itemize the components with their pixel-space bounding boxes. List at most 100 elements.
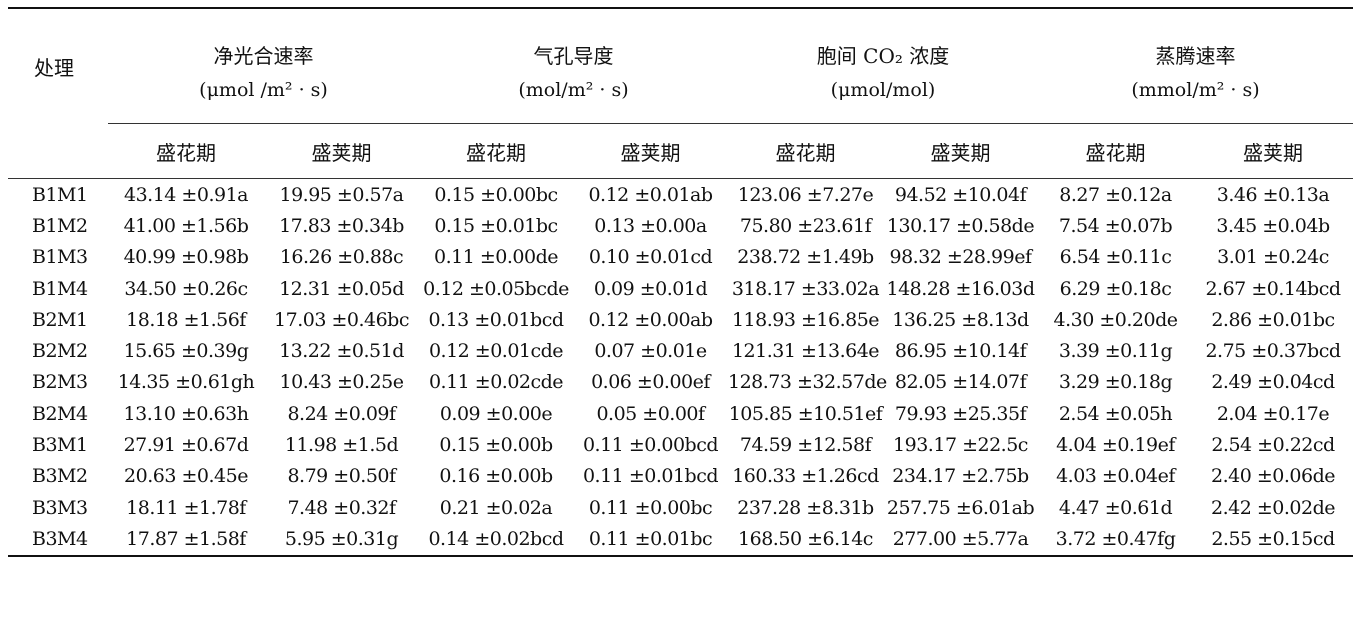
table-cell: 14.35 ±0.61gh [117,371,255,394]
table-cell: 277.00 ±5.77a [892,527,1029,550]
table-cell: 41.00 ±1.56b [123,214,249,237]
table-cell: 0.11 ±0.01bcd [582,465,719,488]
table-cell: 4.03 ±0.04ef [1056,465,1175,488]
table-cell: 3.45 ±0.04b [1216,214,1330,237]
table-cell: 168.50 ±6.14c [738,527,873,550]
table-row: B2M2 15.65 ±0.39g 13.22 ±0.51d 0.12 ±0.01cd… [8,335,1353,366]
table-cell: 34.50 ±0.26c [124,277,248,300]
table-cell: 0.11 ±0.02cde [428,371,564,394]
row-label: B2M4 [32,402,88,425]
row-label: B2M1 [32,308,88,331]
table-cell: 74.59 ±12.58f [739,434,872,457]
group-unit-transpiration-rate: (mmol/m² · s) [1038,77,1353,124]
table-cell: 6.29 ±0.18c [1059,277,1172,300]
table-cell: 2.54 ±0.05h [1058,402,1173,425]
table-cell: 0.06 ±0.00ef [591,371,710,394]
table-row: B3M4 17.87 ±1.58f 5.95 ±0.31g 0.14 ±0.02bcd… [8,523,1353,556]
table-cell: 0.15 ±0.01bc [434,214,558,237]
table-cell: 82.05 ±14.07f [894,371,1027,394]
table-cell: 2.86 ±0.01bc [1211,308,1335,331]
table-cell: 15.65 ±0.39g [123,340,249,363]
table-cell: 123.06 ±7.27e [737,183,874,206]
table-cell: 3.72 ±0.47fg [1055,527,1176,550]
table-row: B2M1 18.18 ±1.56f 17.03 ±0.46bc 0.13 ±0.01b… [8,304,1353,335]
table-cell: 86.95 ±10.14f [894,340,1027,363]
group-unit-net-photosynthesis: (μmol /m² · s) [108,77,419,124]
table-cell: 13.22 ±0.51d [279,340,404,363]
table-cell: 0.09 ±0.01d [593,277,708,300]
table-cell: 40.99 ±0.98b [123,246,249,269]
table-cell: 0.05 ±0.00f [596,402,705,425]
sub-header: 盛花期 [1085,140,1146,165]
table-cell: 16.26 ±0.88c [279,246,404,269]
table-cell: 136.25 ±8.13d [892,308,1029,331]
table-cell: 19.95 ±0.57a [279,183,405,206]
table-row: B3M3 18.11 ±1.78f 7.48 ±0.32f 0.21 ±0.02a 0.… [8,492,1353,523]
table-cell: 2.49 ±0.04cd [1211,371,1335,394]
table-cell: 0.15 ±0.00bc [434,183,558,206]
data-table-container: 处理 净光合速率 气孔导度 胞间 CO₂ 浓度 蒸腾速率 (μmol /m² ·… [8,7,1353,557]
table-cell: 79.93 ±25.35f [894,402,1027,425]
row-label: B2M2 [32,340,88,363]
row-label: B1M2 [32,214,88,237]
group-title-net-photosynthesis: 净光合速率 [213,44,314,68]
table-cell: 2.04 ±0.17e [1216,402,1330,425]
group-title-intercellular-co2: 胞间 CO₂ 浓度 [816,44,950,68]
sub-header: 盛花期 [466,140,526,165]
row-label: B1M4 [32,277,88,300]
row-label: B3M4 [32,527,88,550]
table-cell: 0.11 ±0.00bcd [582,434,719,457]
table-cell: 0.07 ±0.01e [594,340,707,363]
table-cell: 0.13 ±0.01bcd [428,308,564,331]
table-body: B1M1 43.14 ±0.91a 19.95 ±0.57a 0.15 ±0.00bc… [8,179,1353,556]
table-cell: 3.46 ±0.13a [1216,183,1330,206]
table-cell: 10.43 ±0.25e [279,371,404,394]
row-label: B3M3 [32,496,88,519]
photosynthesis-table: 处理 净光合速率 气孔导度 胞间 CO₂ 浓度 蒸腾速率 (μmol /m² ·… [8,7,1353,557]
table-cell: 0.12 ±0.01ab [588,183,713,206]
table-cell: 0.11 ±0.00bc [588,496,713,519]
table-cell: 4.30 ±0.20de [1053,308,1178,331]
table-cell: 2.54 ±0.22cd [1211,434,1335,457]
table-cell: 3.01 ±0.24c [1217,246,1329,269]
row-label: B1M1 [32,183,88,206]
table-cell: 0.09 ±0.00e [439,402,553,425]
table-cell: 237.28 ±8.31b [737,496,874,519]
table-cell: 18.11 ±1.78f [126,496,246,519]
table-cell: 2.55 ±0.15cd [1211,527,1335,550]
table-cell: 3.29 ±0.18g [1058,371,1173,394]
table-row: B2M3 14.35 ±0.61gh 10.43 ±0.25e 0.11 ±0.02c… [8,367,1353,398]
table-cell: 98.32 ±28.99ef [889,246,1032,269]
table-cell: 2.67 ±0.14bcd [1205,277,1341,300]
table-row: B1M4 34.50 ±0.26c 12.31 ±0.05d 0.12 ±0.05bc… [8,273,1353,304]
sub-header: 盛荚期 [1243,140,1303,165]
table-cell: 0.14 ±0.02bcd [428,527,564,550]
table-cell: 0.12 ±0.01cde [428,340,564,363]
table-cell: 0.12 ±0.05bcde [423,277,569,300]
table-cell: 130.17 ±0.58de [886,214,1035,237]
table-cell: 0.15 ±0.00b [439,434,553,457]
treatment-header: 处理 [34,55,74,80]
table-cell: 7.54 ±0.07b [1058,214,1173,237]
table-cell: 94.52 ±10.04f [894,183,1027,206]
table-cell: 7.48 ±0.32f [287,496,396,519]
table-row: B1M3 40.99 ±0.98b 16.26 ±0.88c 0.11 ±0.00de… [8,242,1353,273]
table-cell: 128.73 ±32.57de [728,371,887,394]
row-label: B1M3 [32,246,88,269]
table-cell: 0.12 ±0.00ab [588,308,713,331]
table-cell: 2.75 ±0.37bcd [1205,340,1341,363]
table-cell: 0.10 ±0.01cd [588,246,713,269]
table-cell: 2.40 ±0.06de [1211,465,1335,488]
table-cell: 17.87 ±1.58f [126,527,246,550]
table-cell: 234.17 ±2.75b [892,465,1029,488]
row-label: B2M3 [32,371,88,394]
table-cell: 118.93 ±16.85e [731,308,880,331]
table-cell: 105.85 ±10.51ef [728,402,883,425]
table-row: B3M2 20.63 ±0.45e 8.79 ±0.50f 0.16 ±0.00b 0.… [8,461,1353,492]
table-cell: 20.63 ±0.45e [124,465,248,488]
table-cell: 8.79 ±0.50f [287,465,396,488]
table-cell: 148.28 ±16.03d [886,277,1036,300]
table-cell: 17.83 ±0.34b [279,214,404,237]
table-cell: 8.27 ±0.12a [1059,183,1172,206]
sub-header-blank [8,124,108,179]
